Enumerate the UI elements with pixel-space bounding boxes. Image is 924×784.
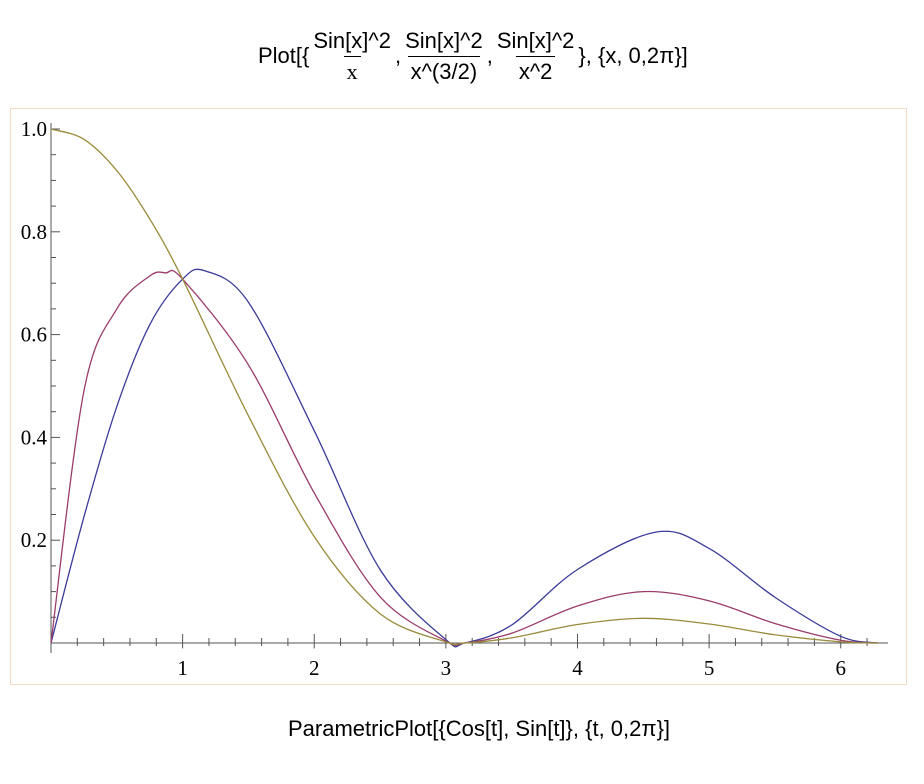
fraction-2: Sin[x]^2 x^(3/2) xyxy=(402,26,486,87)
x-tick-label: 1 xyxy=(177,656,188,680)
curves xyxy=(50,128,879,648)
fraction-1: Sin[x]^2 x xyxy=(310,26,394,87)
fraction-1-denominator: x xyxy=(343,55,361,87)
y-tick-label: 1.0 xyxy=(21,117,47,141)
plot-input-expression[interactable]: Plot[{ Sin[x]^2 x , Sin[x]^2 x^(3/2) , S… xyxy=(258,18,688,94)
fraction-3: Sin[x]^2 x^2 xyxy=(494,26,578,87)
fraction-2-numerator: Sin[x]^2 xyxy=(405,27,483,53)
parametric-plot-text: ParametricPlot[{Cos[t], Sin[t]}, {t, 0,2… xyxy=(288,716,671,741)
series-line-2 xyxy=(50,269,879,647)
fraction-3-numerator: Sin[x]^2 xyxy=(496,27,575,53)
fraction-3-denominator: x^2 xyxy=(515,55,556,87)
x-tick-label: 6 xyxy=(835,656,846,680)
expr-prefix: Plot[{ xyxy=(258,43,310,68)
x-tick-label: 2 xyxy=(309,656,320,680)
series-line-3 xyxy=(50,128,879,646)
x-tick-label: 3 xyxy=(441,656,452,680)
fraction-2-denominator: x^(3/2) xyxy=(407,55,481,87)
y-tick-label: 0.4 xyxy=(21,425,48,449)
y-tick-label: 0.8 xyxy=(21,220,47,244)
y-tick-label: 0.6 xyxy=(21,323,47,347)
x-tick-label: 5 xyxy=(704,656,715,680)
plot-output-cell[interactable]: 1 2 3 4 5 6 0.2 0.4 0.6 0.8 1.0 xyxy=(10,108,907,685)
y-tick-label: 0.2 xyxy=(21,528,47,552)
x-tick-label: 4 xyxy=(572,656,583,680)
expr-separator-2: , xyxy=(486,43,493,68)
parametric-plot-input[interactable]: ParametricPlot[{Cos[t], Sin[t]}, {t, 0,2… xyxy=(288,712,670,746)
series-line-1 xyxy=(50,268,879,648)
expr-separator-1: , xyxy=(394,43,402,68)
fraction-1-numerator: Sin[x]^2 xyxy=(313,27,391,53)
expr-suffix: }, {x, 0,2π}] xyxy=(578,43,688,68)
plot-canvas: 1 2 3 4 5 6 0.2 0.4 0.6 0.8 1.0 xyxy=(21,117,888,680)
axes: 1 2 3 4 5 6 0.2 0.4 0.6 0.8 1.0 xyxy=(21,117,888,680)
